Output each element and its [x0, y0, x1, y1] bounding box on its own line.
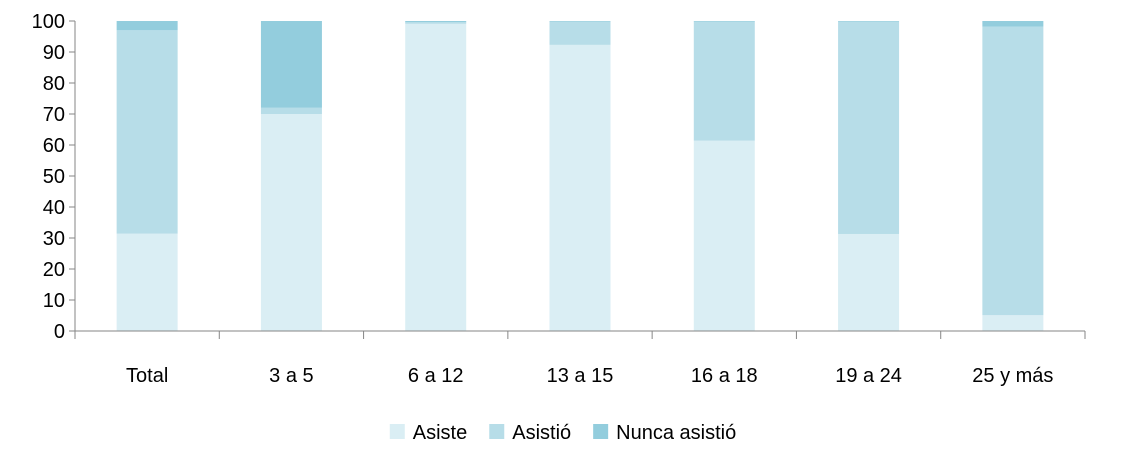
x-tick-label: 3 a 5 — [269, 365, 313, 387]
x-tick-label: 25 y más — [972, 365, 1053, 387]
bar-25-y-mas-nunca-asistio — [982, 21, 1044, 27]
y-tick-label: 0 — [54, 321, 65, 343]
bar-13-a-15-asistio — [549, 21, 611, 45]
bar-19-a-24-nunca-asistio — [838, 21, 900, 22]
legend-label-asiste: Asiste — [413, 422, 467, 444]
bars-layer — [116, 21, 1044, 332]
bar-16-a-18-nunca-asistio — [693, 21, 755, 22]
y-tick-label: 60 — [43, 135, 65, 157]
bar-16-a-18-asistio — [693, 21, 755, 141]
bar-6-a-12-nunca-asistio — [405, 21, 467, 23]
y-tick-label: 40 — [43, 197, 65, 219]
bar-25-y-mas-asistio — [982, 26, 1044, 316]
x-tick-label: Total — [126, 365, 168, 387]
y-tick-label: 90 — [43, 42, 65, 64]
legend-swatch-nunca-asistio — [593, 424, 609, 439]
bar-3-a-5-asiste — [260, 114, 322, 331]
bar-3-a-5-nunca-asistio — [260, 21, 322, 108]
y-tick-label: 30 — [43, 228, 65, 250]
x-tick-label: 19 a 24 — [835, 365, 902, 387]
legend-swatch-asistio — [489, 424, 505, 439]
bar-25-y-mas-asiste — [982, 315, 1044, 331]
bar-19-a-24-asiste — [838, 233, 900, 331]
legend-swatch-asiste — [389, 424, 405, 439]
bar-13-a-15-nunca-asistio — [549, 21, 611, 22]
bar-16-a-18-asiste — [693, 140, 755, 331]
bar-6-a-12-asistio — [405, 22, 467, 24]
bar-total-asiste — [116, 233, 178, 331]
bar-13-a-15-asiste — [549, 44, 611, 332]
bar-19-a-24-asistio — [838, 21, 900, 234]
bar-total-nunca-asistio — [116, 21, 178, 31]
legend: Asiste Asistió Nunca asistió — [389, 422, 736, 444]
x-tick-label: 6 a 12 — [408, 365, 464, 387]
y-tick-label: 10 — [43, 290, 65, 312]
y-tick-label: 100 — [32, 11, 65, 33]
y-tick-label: 70 — [43, 104, 65, 126]
legend-label-nunca-asistio: Nunca asistió — [616, 422, 736, 444]
y-tick-label: 80 — [43, 73, 65, 95]
x-tick-label: 13 a 15 — [547, 365, 614, 387]
x-tick-label: 16 a 18 — [691, 365, 758, 387]
legend-label-asistio: Asistió — [512, 422, 571, 444]
y-tick-label: 20 — [43, 259, 65, 281]
bar-3-a-5-asistio — [260, 107, 322, 114]
axes-layer: 0 10 20 30 40 50 60 70 80 90 100 Total 3 a 5 6 a 12 13… — [32, 11, 1086, 387]
bar-6-a-12-asiste — [405, 23, 467, 331]
bar-total-asistio — [116, 30, 178, 234]
y-tick-label: 50 — [43, 166, 65, 188]
